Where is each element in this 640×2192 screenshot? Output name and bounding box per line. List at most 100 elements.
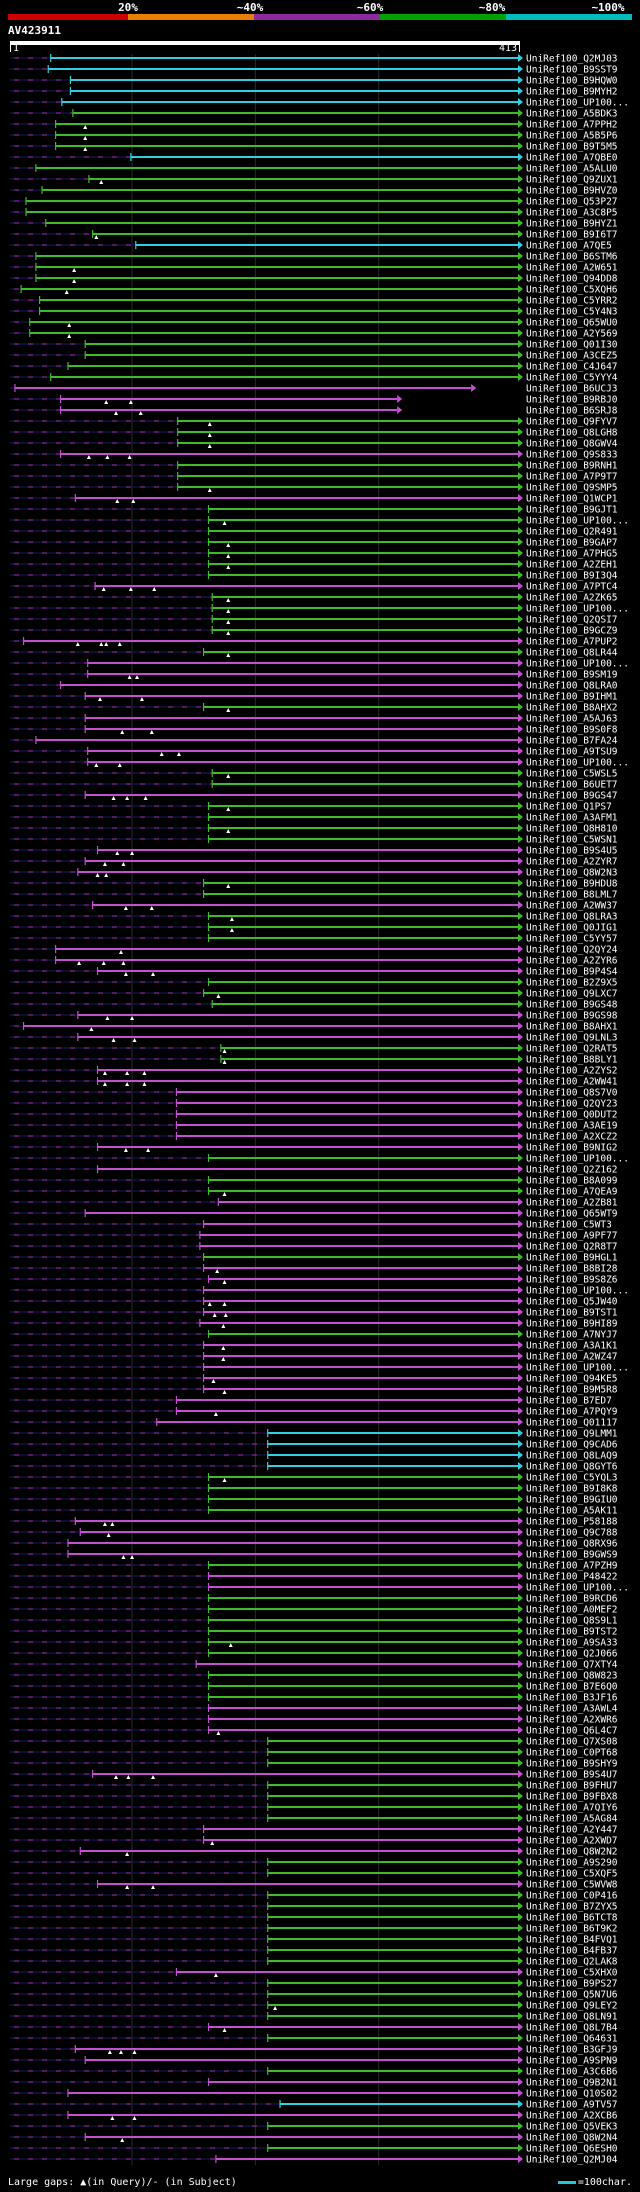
query-gap-marker	[213, 1973, 218, 1977]
query-gap-marker	[125, 796, 130, 800]
hit-label: UniRef100_P58188	[526, 1517, 618, 1528]
hit-end-arrow	[518, 1473, 523, 1481]
hit-label: UniRef100_B9S0F8	[526, 725, 618, 736]
query-gap-marker	[102, 1522, 107, 1526]
colorbar-80-100	[506, 14, 632, 20]
hit-label: UniRef100_B4FVQ1	[526, 1935, 618, 1946]
hit-end-arrow	[518, 1781, 523, 1789]
hit-label: UniRef100_Q94DD8	[526, 274, 618, 285]
hit-label: UniRef100_A7NYJ7	[526, 1330, 618, 1341]
query-gap-marker	[221, 1346, 226, 1350]
hit-label: UniRef100_B8AHX2	[526, 703, 618, 714]
hit-label: UniRef100_UP100...	[526, 659, 629, 670]
hit-label: UniRef100_Q9SMP5	[526, 483, 618, 494]
hit-end-arrow	[518, 1704, 523, 1712]
hit-end-arrow	[518, 703, 523, 711]
query-gap-marker	[159, 752, 164, 756]
hit-end-arrow	[518, 1099, 523, 1107]
hit-label: UniRef100_A7P9T7	[526, 472, 618, 483]
hit-label: UniRef100_C5WSN1	[526, 835, 618, 846]
hit-end-arrow	[518, 428, 523, 436]
hit-end-arrow	[518, 1198, 523, 1206]
query-gap-marker	[221, 1357, 226, 1361]
hit-end-arrow	[518, 54, 523, 62]
hit-end-arrow	[518, 1660, 523, 1668]
hit-label: UniRef100_B3JF16	[526, 1693, 618, 1704]
hit-end-arrow	[518, 780, 523, 788]
hit-end-arrow	[518, 934, 523, 942]
hit-label: UniRef100_B9I3Q4	[526, 571, 618, 582]
hit-end-arrow	[518, 1407, 523, 1415]
footer: Large gaps: ▲(in Query)/- (in Subject) =…	[8, 2177, 632, 2189]
hit-end-arrow	[518, 329, 523, 337]
hit-end-arrow	[518, 186, 523, 194]
hit-end-arrow	[518, 76, 523, 84]
hit-label: UniRef100_Q5N7U6	[526, 1990, 618, 2001]
hit-label: UniRef100_A7PTC4	[526, 582, 618, 593]
hit-label: UniRef100_B8A099	[526, 1176, 618, 1187]
query-gap-marker	[222, 1302, 227, 1306]
hit-end-arrow	[518, 1759, 523, 1767]
query-gap-marker	[222, 521, 227, 525]
query-gap-marker	[117, 763, 122, 767]
hit-end-arrow	[518, 1242, 523, 1250]
hit-end-arrow	[518, 1143, 523, 1151]
query-gap-marker	[125, 1852, 130, 1856]
query-gap-marker	[222, 1060, 227, 1064]
hit-label: UniRef100_B9SST9	[526, 65, 618, 76]
hit-end-arrow	[518, 1583, 523, 1591]
query-gap-marker	[222, 1049, 227, 1053]
hit-end-arrow	[518, 318, 523, 326]
hit-label: UniRef100_B9HQW0	[526, 76, 618, 87]
hit-label: UniRef100_Q9B2N1	[526, 2078, 618, 2089]
hit-end-arrow	[518, 2133, 523, 2141]
hit-label: UniRef100_B9IHM1	[526, 692, 618, 703]
hit-label: UniRef100_B6UET7	[526, 780, 618, 791]
hit-label: UniRef100_B9HI89	[526, 1319, 618, 1330]
hit-label: UniRef100_Q65WU0	[526, 318, 618, 329]
hit-end-arrow	[518, 1605, 523, 1613]
query-gap-marker	[151, 1885, 156, 1889]
hit-label: UniRef100_A3AFM1	[526, 813, 618, 824]
hit-label: UniRef100_A7PQY9	[526, 1407, 618, 1418]
query-gap-marker	[107, 2050, 112, 2054]
hit-label: UniRef100_Q0JIG1	[526, 923, 618, 934]
hit-label: UniRef100_B8BLY1	[526, 1055, 618, 1066]
hit-end-arrow	[397, 395, 403, 403]
hit-end-arrow	[518, 1869, 523, 1877]
hit-end-arrow	[518, 1264, 523, 1272]
hit-end-arrow	[518, 505, 523, 513]
hit-end-arrow	[518, 1968, 523, 1976]
query-gap-marker	[131, 499, 136, 503]
scale-swatch	[557, 2180, 576, 2184]
query-gap-marker	[89, 1027, 94, 1031]
hit-end-arrow	[518, 98, 523, 106]
query-gap-marker	[86, 455, 91, 459]
query-gap-marker	[83, 125, 88, 129]
hit-label: UniRef100_A2ZK65	[526, 593, 618, 604]
hit-end-arrow	[518, 252, 523, 260]
scale-label-20: 20%	[118, 1, 138, 14]
query-gap-marker	[114, 1775, 119, 1779]
hit-end-arrow	[518, 131, 523, 139]
hit-end-arrow	[518, 1891, 523, 1899]
hit-end-arrow	[518, 461, 523, 469]
hit-end-arrow	[518, 1539, 523, 1547]
hit-end-arrow	[518, 164, 523, 172]
hit-label: UniRef100_B6T9K2	[526, 1924, 618, 1935]
hit-label: UniRef100_Q8GWV4	[526, 439, 618, 450]
hit-label: UniRef100_B9RBJ0	[526, 395, 618, 406]
hit-label: UniRef100_Q8LN91	[526, 2012, 618, 2023]
hit-end-arrow	[518, 1847, 523, 1855]
hit-label: UniRef100_C0PT68	[526, 1748, 618, 1759]
hit-label: UniRef100_Q9LXC7	[526, 989, 618, 1000]
hit-end-arrow	[518, 1308, 523, 1316]
hit-end-arrow	[518, 615, 523, 623]
hit-label: UniRef100_B9SHY9	[526, 1759, 618, 1770]
hit-label: UniRef100_Q8GYT6	[526, 1462, 618, 1473]
hit-end-arrow	[518, 2045, 523, 2053]
hit-end-arrow	[518, 670, 523, 678]
hit-end-arrow	[518, 1396, 523, 1404]
query-gap-marker	[130, 1016, 135, 1020]
